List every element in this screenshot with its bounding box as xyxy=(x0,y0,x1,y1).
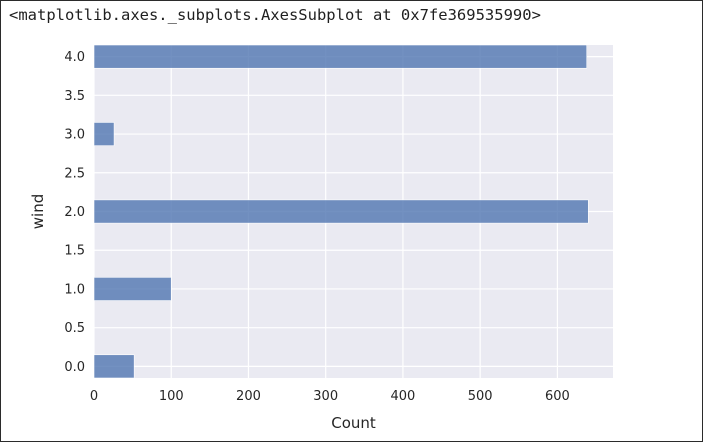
x-tick-label-5: 500 xyxy=(468,389,493,404)
y-tick-label-5: 2.5 xyxy=(64,166,85,181)
y-tick-label-0: 0.0 xyxy=(64,360,85,375)
bar-1 xyxy=(93,277,172,301)
x-tick-label-2: 200 xyxy=(236,389,261,404)
y-tick-label-1: 0.5 xyxy=(64,321,85,336)
bar-4 xyxy=(93,44,588,69)
y-tick-label-4: 2.0 xyxy=(64,205,85,220)
y-tick-label-3: 1.5 xyxy=(64,244,85,259)
y-tick-label-6: 3.0 xyxy=(64,128,85,143)
x-tick-label-3: 300 xyxy=(313,389,338,404)
y-tick-label-2: 1.0 xyxy=(64,282,85,297)
y-axis-label: wind xyxy=(29,194,47,229)
x-tick-labels: 0 100 200 300 400 500 600 xyxy=(90,389,570,404)
axes-repr-text: <matplotlib.axes._subplots.AxesSubplot a… xyxy=(9,6,541,24)
x-tick-label-4: 400 xyxy=(391,389,416,404)
y-tick-labels: 0.0 0.5 1.0 1.5 2.0 2.5 3.0 3.5 4.0 xyxy=(64,50,85,375)
y-tick-label-7: 3.5 xyxy=(64,89,85,104)
bar-2 xyxy=(93,199,589,224)
bar-0 xyxy=(93,354,135,379)
bar-3 xyxy=(93,122,115,146)
y-tick-label-8: 4.0 xyxy=(64,50,85,65)
x-tick-label-1: 100 xyxy=(159,389,184,404)
bars xyxy=(93,44,589,379)
x-tick-label-6: 600 xyxy=(545,389,570,404)
x-tick-label-0: 0 xyxy=(90,389,98,404)
x-axis-label: Count xyxy=(331,414,376,432)
